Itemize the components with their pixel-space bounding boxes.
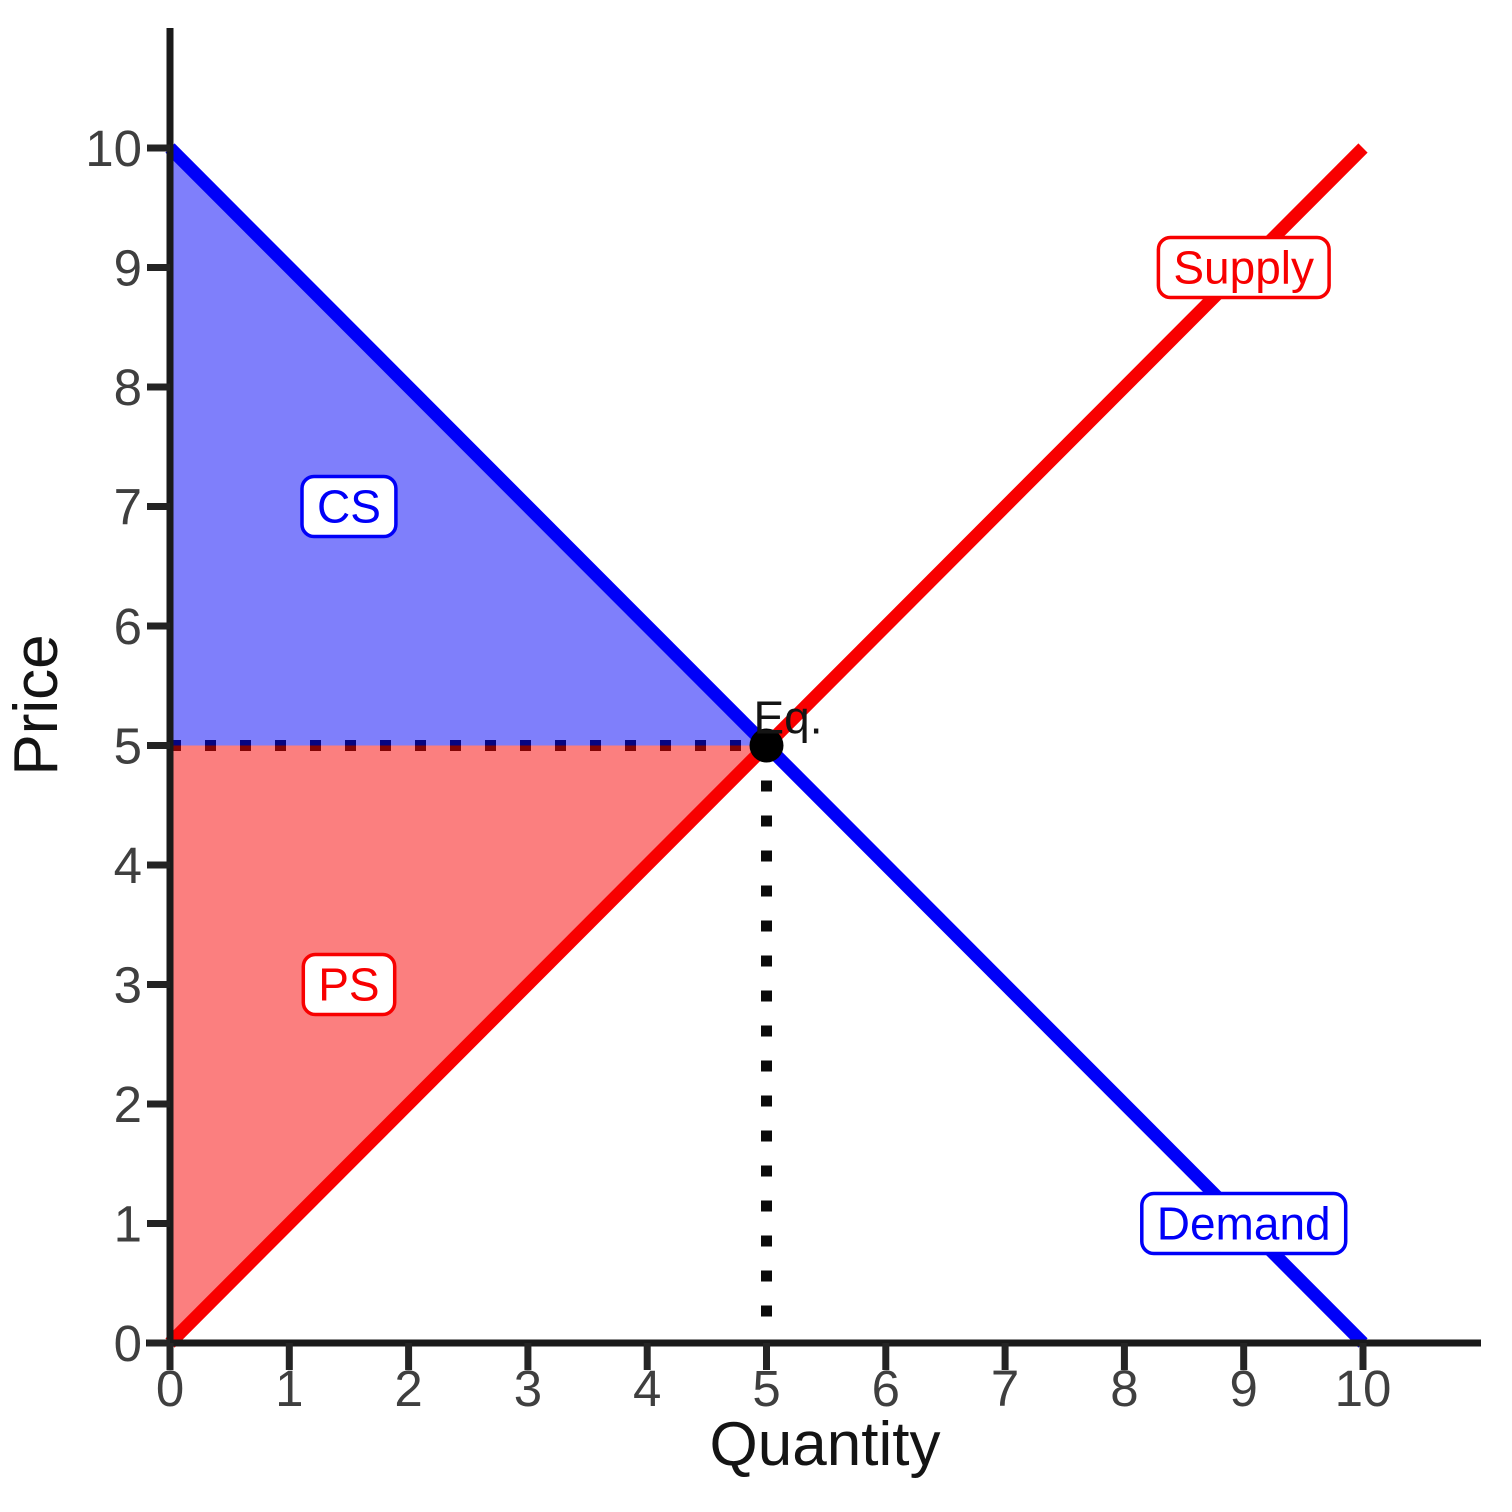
y-tick-label: 4 xyxy=(114,837,142,894)
ps-label-text: PS xyxy=(318,959,379,1011)
x-tick-label: 4 xyxy=(633,1360,661,1417)
y-tick-label: 10 xyxy=(85,120,142,177)
x-tick-label: 1 xyxy=(275,1360,303,1417)
x-tick-label: 2 xyxy=(394,1360,422,1417)
cs-label-text: CS xyxy=(317,481,381,533)
y-tick-label: 3 xyxy=(114,957,142,1014)
supply-label: Supply xyxy=(1156,235,1331,300)
equilibrium-layer: Eq. xyxy=(749,692,823,763)
y-tick-label: 8 xyxy=(114,359,142,416)
x-tick-label: 7 xyxy=(991,1360,1019,1417)
y-tick-label: 9 xyxy=(114,240,142,297)
regions-layer xyxy=(170,148,767,1343)
y-tick-label: 5 xyxy=(114,718,142,775)
y-axis-title: Price xyxy=(2,634,71,775)
x-tick-label: 8 xyxy=(1110,1360,1138,1417)
x-tick-label: 9 xyxy=(1230,1360,1258,1417)
x-tick-label: 3 xyxy=(514,1360,542,1417)
equilibrium-label: Eq. xyxy=(754,692,823,744)
x-axis-title: Quantity xyxy=(710,1410,941,1479)
ps-label: PS xyxy=(301,952,397,1017)
x-tick-label: 0 xyxy=(156,1360,184,1417)
y-tick-label: 7 xyxy=(114,479,142,536)
y-tick-label: 0 xyxy=(114,1315,142,1372)
demand-label-box xyxy=(1140,1191,1348,1256)
x-tick-label: 10 xyxy=(1335,1360,1392,1417)
demand-label-text: Demand xyxy=(1157,1198,1331,1250)
cs-label: CS xyxy=(300,474,398,539)
axes-layer xyxy=(146,28,1481,1347)
y-tick-label: 1 xyxy=(114,1196,142,1253)
y-tick-label: 2 xyxy=(114,1076,142,1133)
labels-layer: CS PS Supply Demand xyxy=(300,235,1348,1256)
x-tick-label: 6 xyxy=(872,1360,900,1417)
ps-label-box xyxy=(301,952,397,1017)
cs-label-box xyxy=(300,474,398,539)
demand-label: Demand xyxy=(1140,1191,1348,1256)
ticks-layer: 0 1 2 3 4 5 6 7 8 9 10 0 1 2 3 4 5 6 7 8 9 10 xyxy=(85,120,1391,1417)
supply-label-box xyxy=(1156,235,1331,300)
supply-label-text: Supply xyxy=(1173,242,1314,294)
y-tick-label: 6 xyxy=(114,598,142,655)
x-tick-label: 5 xyxy=(752,1360,780,1417)
equilibrium-point xyxy=(749,728,784,763)
